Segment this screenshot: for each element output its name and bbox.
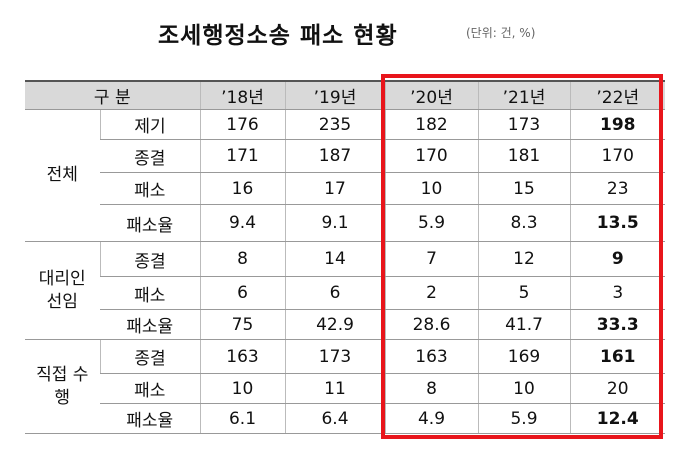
value-cell: 6.1	[199, 403, 285, 434]
row-label: 패소율	[100, 204, 200, 242]
value-cell: 9.1	[284, 204, 385, 242]
value-cell: 163	[384, 339, 478, 374]
value-cell: 75	[199, 309, 285, 340]
value-cell: 8.3	[477, 204, 570, 242]
header-cell: 구 분	[25, 80, 200, 110]
value-cell: 5.9	[384, 204, 478, 242]
row-label: 패소	[100, 276, 200, 310]
value-cell: 6	[284, 276, 385, 310]
group-label: 대리인 선임	[38, 269, 86, 312]
value-cell: 9.4	[199, 204, 285, 242]
value-cell: 198	[569, 109, 665, 140]
row-label: 패소	[100, 172, 200, 205]
row-label: 종결	[100, 139, 200, 173]
header-cell: ’19년	[284, 80, 385, 110]
value-cell: 10	[199, 373, 285, 404]
group-label: 직접 수행	[36, 365, 89, 408]
value-cell: 20	[569, 373, 665, 404]
value-cell: 176	[199, 109, 285, 140]
value-cell: 161	[569, 339, 665, 374]
value-cell: 9	[569, 241, 665, 277]
value-cell: 5	[477, 276, 570, 310]
header-cell: ’20년	[384, 80, 478, 110]
row: 전체 제기 176 235 182 173 198	[25, 109, 665, 242]
value-cell: 15	[477, 172, 570, 205]
value-cell: 13.5	[569, 204, 665, 242]
highlight-box	[381, 74, 663, 439]
value-cell: 8	[199, 241, 285, 277]
value-cell: 10	[384, 172, 478, 205]
group-cell: 대리인 선임	[25, 241, 100, 340]
group-cell: 전체	[25, 109, 100, 242]
value-cell: 171	[199, 139, 285, 173]
row-label: 제기	[99, 109, 200, 140]
row: 패소율 9.4 9.1 5.9 8.3 13.5	[25, 204, 665, 242]
value-cell: 10	[477, 373, 570, 404]
value-cell: 182	[384, 109, 478, 140]
header-cell: ’18년	[199, 80, 285, 110]
table: 구 분 ’18년 ’19년 ’20년 ’21년 ’22년 전체 제기 176 235 182 173 1…	[25, 80, 665, 434]
row-label: 종결	[99, 339, 200, 374]
value-cell: 6	[199, 276, 285, 310]
value-cell: 14	[284, 241, 385, 277]
row-label: 패소	[100, 373, 200, 404]
value-cell: 163	[199, 339, 285, 374]
value-cell: 8	[384, 373, 478, 404]
value-cell: 170	[384, 139, 478, 173]
title: 조세행정소송 패소 현황	[158, 23, 398, 49]
value-cell: 235	[284, 109, 385, 140]
row: 대리인 선임 종결 8 14 7 12 9	[25, 241, 665, 340]
value-cell: 12	[477, 241, 570, 277]
value-cell: 5.9	[477, 403, 570, 434]
value-cell: 28.6	[384, 309, 478, 340]
value-cell: 23	[569, 172, 665, 205]
value-cell: 169	[477, 339, 570, 374]
value-cell: 17	[284, 172, 385, 205]
row: 패소율 75 42.9 28.6 41.7 33.3	[25, 309, 665, 340]
row: 패소율 6.1 6.4 4.9 5.9 12.4	[25, 403, 665, 434]
value-cell: 7	[384, 241, 478, 277]
value-cell: 11	[284, 373, 385, 404]
row: 종결 171 187 170 181 170	[25, 139, 665, 173]
row-label: 종결	[99, 241, 200, 277]
row: 패소 10 11 8 10 20	[25, 373, 665, 404]
row: 패소 16 17 10 15 23	[25, 172, 665, 205]
value-cell: 170	[569, 139, 665, 173]
unit-note: (단위: 건, %)	[466, 26, 536, 40]
value-cell: 3	[569, 276, 665, 310]
value-cell: 173	[284, 339, 385, 374]
value-cell: 41.7	[477, 309, 570, 340]
value-cell: 4.9	[384, 403, 478, 434]
row-label: 패소율	[100, 403, 200, 434]
value-cell: 173	[477, 109, 570, 140]
header-cell: ’22년	[569, 80, 665, 110]
value-cell: 187	[284, 139, 385, 173]
group-label: 전체	[46, 165, 78, 186]
row: 직접 수행 종결 163 173 163 169 161	[25, 339, 665, 434]
value-cell: 12.4	[569, 403, 665, 434]
value-cell: 33.3	[569, 309, 665, 340]
value-cell: 42.9	[284, 309, 385, 340]
header-cell: ’21년	[477, 80, 570, 110]
value-cell: 16	[199, 172, 285, 205]
group-cell: 직접 수행	[25, 339, 100, 434]
value-cell: 6.4	[284, 403, 385, 434]
row: 패소 6 6 2 5 3	[25, 276, 665, 310]
row-label: 패소율	[100, 309, 200, 340]
value-cell: 2	[384, 276, 478, 310]
value-cell: 181	[477, 139, 570, 173]
header-row: 구 분 ’18년 ’19년 ’20년 ’21년 ’22년	[25, 80, 665, 110]
